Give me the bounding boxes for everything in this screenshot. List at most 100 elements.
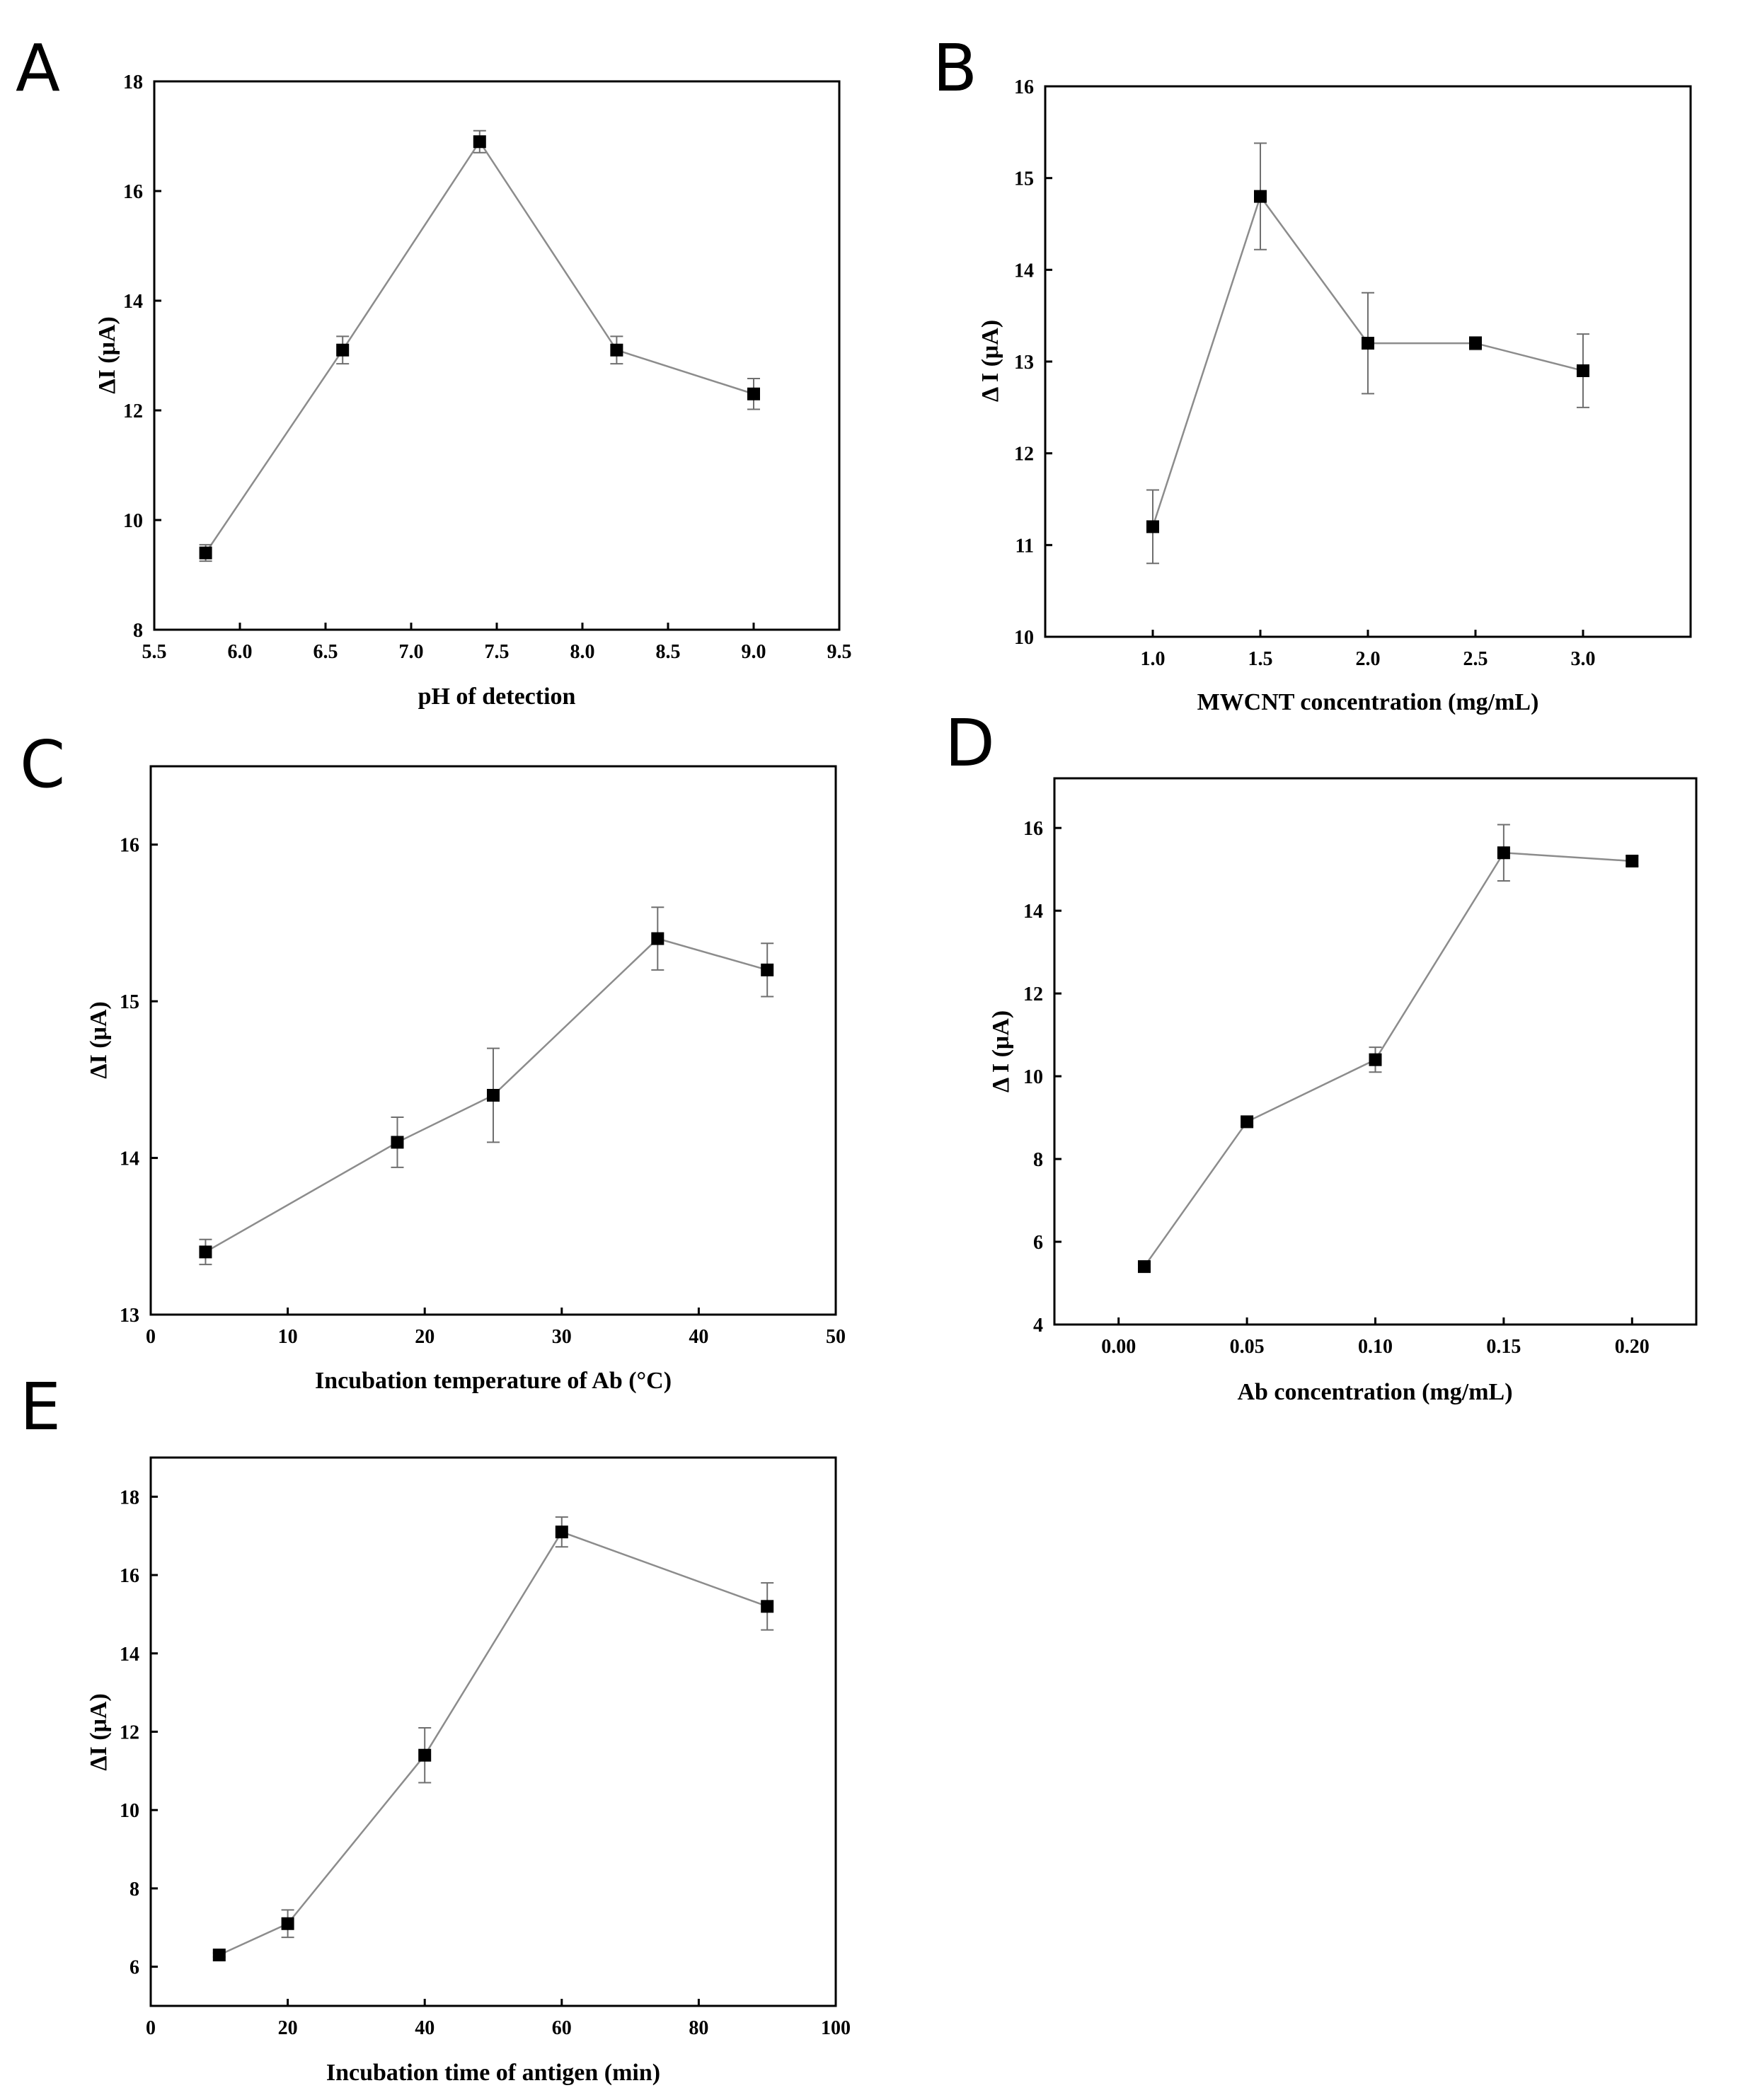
x-tick-label-a: 9.5 bbox=[827, 641, 852, 663]
y-tick-label-e: 12 bbox=[120, 1722, 139, 1744]
y-tick-label-a: 10 bbox=[123, 510, 143, 532]
series-line-d bbox=[1143, 851, 1633, 1267]
plot-frame-c bbox=[149, 765, 837, 1316]
data-point-a bbox=[610, 343, 623, 357]
x-tick-label-a: 8.5 bbox=[656, 641, 681, 663]
data-point-d bbox=[1625, 854, 1639, 867]
y-tick-label-e: 10 bbox=[120, 1800, 139, 1822]
x-axis-title-b: MWCNT concentration (mg/mL) bbox=[1197, 689, 1539, 715]
x-tick-label-a: 6.5 bbox=[313, 641, 338, 663]
data-point-e bbox=[761, 1600, 774, 1613]
x-tick-label-c: 10 bbox=[278, 1326, 298, 1348]
x-tick-label-e: 40 bbox=[415, 2017, 435, 2039]
y-tick-label-d: 6 bbox=[1033, 1232, 1043, 1254]
x-tick-label-a: 7.0 bbox=[399, 641, 424, 663]
x-axis-title-e: Incubation time of antigen (min) bbox=[326, 2060, 660, 2086]
series-b bbox=[1146, 142, 1589, 565]
y-tick-label-c: 16 bbox=[120, 835, 139, 857]
y-tick-label-d: 16 bbox=[1023, 818, 1043, 840]
panel-b: B 1.0 1.5 2.0 2.5 3.0 10 11 12 13 14 15 16 MWCNT c… bbox=[933, 30, 1692, 715]
x-axis-title-d: Ab concentration (mg/mL) bbox=[1237, 1379, 1512, 1405]
data-point-b bbox=[1469, 337, 1482, 350]
x-axis-title-c: Incubation temperature of Ab (°C) bbox=[315, 1368, 672, 1394]
y-ticks-c: 13 14 15 16 bbox=[120, 835, 158, 1327]
data-point-d bbox=[1369, 1053, 1382, 1066]
series-line-a bbox=[205, 139, 754, 554]
x-tick-label-e: 60 bbox=[552, 2017, 572, 2039]
y-tick-label-a: 12 bbox=[123, 400, 143, 422]
x-tick-label-a: 8.0 bbox=[570, 641, 595, 663]
data-point-d bbox=[1137, 1260, 1151, 1274]
y-tick-label-d: 14 bbox=[1023, 901, 1043, 923]
data-point-e bbox=[555, 1525, 568, 1539]
data-point-a bbox=[747, 387, 760, 400]
y-axis-title-d: Δ I (μA) bbox=[988, 1010, 1014, 1092]
series-line-c bbox=[205, 937, 768, 1253]
plot-frame-e bbox=[149, 1456, 837, 2007]
x-tick-label-d: 0.00 bbox=[1101, 1336, 1136, 1358]
series-line-e bbox=[219, 1530, 768, 1956]
y-tick-label-e: 16 bbox=[120, 1565, 139, 1587]
data-point-e bbox=[212, 1949, 226, 1962]
x-tick-label-a: 5.5 bbox=[142, 641, 167, 663]
y-tick-label-c: 15 bbox=[120, 991, 139, 1013]
y-axis-title-e: ΔI (μA) bbox=[86, 1693, 112, 1771]
panel-label-b: B bbox=[933, 30, 977, 106]
x-ticks-a: 5.5 6.0 6.5 7.0 7.5 8.0 8.5 9.0 9.5 bbox=[142, 623, 852, 663]
y-tick-label-e: 8 bbox=[130, 1879, 139, 1900]
panel-d: D 0.00 0.05 0.10 0.15 0.20 4 6 8 10 12 14 16 Ab co… bbox=[945, 705, 1698, 1405]
x-tick-label-e: 20 bbox=[278, 2017, 298, 2039]
x-tick-label-c: 20 bbox=[415, 1326, 435, 1348]
y-ticks-a: 8 10 12 14 16 18 bbox=[123, 71, 161, 642]
data-point-d bbox=[1241, 1115, 1254, 1129]
y-tick-label-b: 16 bbox=[1014, 76, 1034, 98]
y-tick-label-e: 14 bbox=[120, 1644, 139, 1666]
y-tick-label-e: 18 bbox=[120, 1487, 139, 1508]
series-d bbox=[1137, 824, 1639, 1274]
y-tick-label-d: 4 bbox=[1033, 1315, 1043, 1337]
panel-label-d: D bbox=[945, 705, 995, 781]
x-tick-label-c: 0 bbox=[146, 1326, 156, 1348]
panel-c: C 0 10 20 30 40 50 13 14 15 16 Incubation temper… bbox=[20, 727, 846, 1394]
x-tick-label-c: 50 bbox=[826, 1326, 846, 1348]
x-tick-label-d: 0.15 bbox=[1486, 1336, 1521, 1358]
y-tick-label-a: 18 bbox=[123, 71, 143, 93]
y-tick-label-b: 13 bbox=[1014, 352, 1034, 374]
data-point-b bbox=[1146, 520, 1159, 533]
y-axis-title-b: Δ I (μA) bbox=[977, 320, 1003, 402]
x-ticks-d: 0.00 0.05 0.10 0.15 0.20 bbox=[1101, 1317, 1650, 1358]
x-ticks-e: 0 20 40 60 80 100 bbox=[146, 1999, 851, 2039]
panel-label-e: E bbox=[20, 1369, 61, 1445]
y-ticks-d: 4 6 8 10 12 14 16 bbox=[1023, 818, 1061, 1337]
y-ticks-b: 10 11 12 13 14 15 16 bbox=[1014, 76, 1052, 649]
x-tick-label-e: 80 bbox=[689, 2017, 708, 2039]
y-axis-title-a: ΔI (μA) bbox=[94, 316, 120, 394]
y-tick-label-b: 10 bbox=[1014, 627, 1034, 649]
x-tick-label-b: 3.0 bbox=[1571, 648, 1596, 670]
series-e bbox=[212, 1516, 774, 1962]
data-point-b bbox=[1254, 190, 1267, 203]
y-tick-label-b: 12 bbox=[1014, 444, 1034, 466]
plot-frame-a bbox=[153, 80, 841, 631]
series-c bbox=[199, 906, 774, 1266]
data-point-a bbox=[473, 135, 486, 149]
data-point-c bbox=[651, 932, 664, 945]
data-point-e bbox=[281, 1917, 294, 1930]
x-tick-label-b: 2.0 bbox=[1356, 648, 1381, 670]
y-tick-label-e: 6 bbox=[130, 1957, 139, 1979]
panel-e: E 0 20 40 60 80 100 6 8 10 12 14 16 18 Incubation t… bbox=[20, 1369, 851, 2086]
data-point-c bbox=[199, 1245, 212, 1259]
x-tick-label-b: 1.5 bbox=[1248, 648, 1273, 670]
x-tick-label-d: 0.05 bbox=[1230, 1336, 1265, 1358]
x-tick-label-c: 30 bbox=[552, 1326, 572, 1348]
y-tick-label-b: 15 bbox=[1014, 168, 1034, 190]
y-tick-label-b: 14 bbox=[1014, 260, 1034, 282]
data-point-d bbox=[1497, 846, 1510, 860]
y-tick-label-a: 8 bbox=[133, 620, 143, 642]
y-tick-label-c: 14 bbox=[120, 1148, 139, 1170]
data-point-b bbox=[1362, 337, 1374, 350]
panel-label-a: A bbox=[16, 30, 60, 106]
x-tick-label-a: 7.5 bbox=[485, 641, 510, 663]
data-point-c bbox=[761, 963, 774, 976]
